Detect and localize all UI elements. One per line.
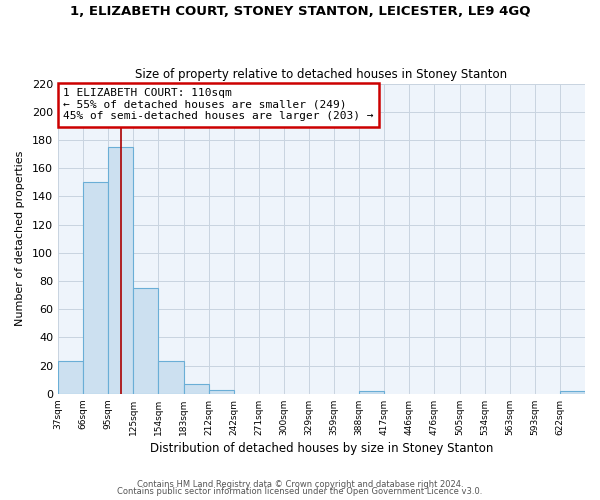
Text: 1 ELIZABETH COURT: 110sqm
← 55% of detached houses are smaller (249)
45% of semi: 1 ELIZABETH COURT: 110sqm ← 55% of detac… [64,88,374,122]
Y-axis label: Number of detached properties: Number of detached properties [15,151,25,326]
Bar [133,288,158,394]
Bar [560,391,585,394]
Bar [359,391,384,394]
Title: Size of property relative to detached houses in Stoney Stanton: Size of property relative to detached ho… [136,68,508,81]
X-axis label: Distribution of detached houses by size in Stoney Stanton: Distribution of detached houses by size … [150,442,493,455]
Text: Contains public sector information licensed under the Open Government Licence v3: Contains public sector information licen… [118,487,482,496]
Bar [58,362,83,394]
Bar [108,147,133,394]
Bar [83,182,108,394]
Bar [158,362,184,394]
Bar [184,384,209,394]
Bar [209,390,234,394]
Text: 1, ELIZABETH COURT, STONEY STANTON, LEICESTER, LE9 4GQ: 1, ELIZABETH COURT, STONEY STANTON, LEIC… [70,5,530,18]
Text: Contains HM Land Registry data © Crown copyright and database right 2024.: Contains HM Land Registry data © Crown c… [137,480,463,489]
